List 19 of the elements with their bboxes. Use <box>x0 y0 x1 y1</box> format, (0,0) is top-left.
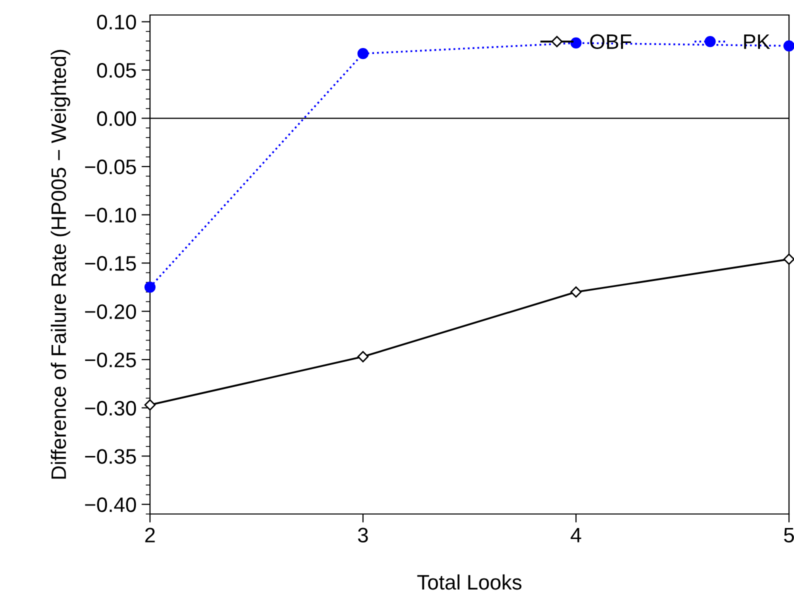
x-tick-label: 4 <box>570 528 582 542</box>
y-tick-label: −0.40 <box>85 497 136 512</box>
y-tick-label: −0.20 <box>85 304 136 320</box>
x-tick-label: 3 <box>358 528 368 542</box>
y-tick-label: 0.05 <box>97 63 136 78</box>
y-tick-label: 0.10 <box>97 14 136 30</box>
legend-label: OBF <box>590 34 632 50</box>
y-axis-title: Difference of Failure Rate (HP005 − Weighted) <box>50 50 70 479</box>
y-tick-label: −0.15 <box>85 256 136 271</box>
y-tick-label: 0.00 <box>97 111 136 126</box>
y-tick-label: −0.35 <box>85 449 136 464</box>
y-tick-label: −0.30 <box>85 400 136 416</box>
y-tick-label: −0.25 <box>85 352 136 368</box>
x-axis-title: Total Looks <box>417 574 522 590</box>
y-tick-label: −0.10 <box>85 208 136 223</box>
x-tick-label: 2 <box>145 528 155 542</box>
legend-label: PK <box>744 34 770 49</box>
y-tick-label: −0.05 <box>85 160 136 174</box>
x-tick-label: 5 <box>784 528 794 542</box>
